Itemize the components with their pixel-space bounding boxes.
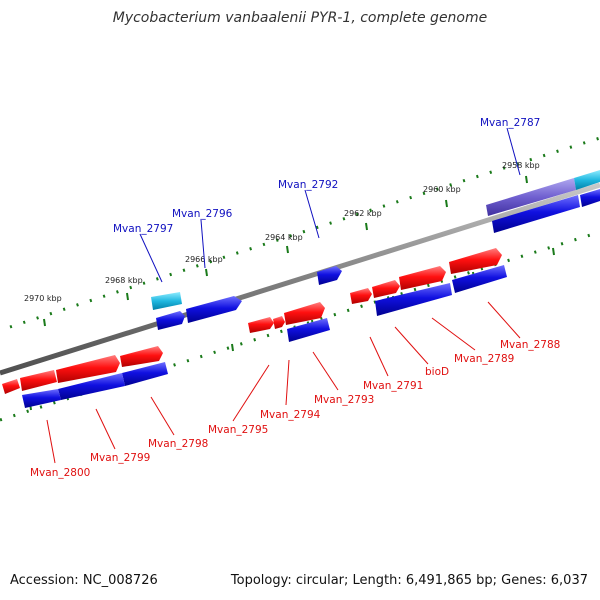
gene-feature-mvan-2796[interactable] xyxy=(186,296,242,323)
inner-features xyxy=(2,248,507,408)
gene-feature-mvan-2793[interactable] xyxy=(284,302,325,325)
gene-feature-mvan-2795[interactable] xyxy=(248,317,274,333)
scale-label: 2960 kbp xyxy=(423,185,461,194)
major-ticks xyxy=(29,175,555,411)
scale-label: 2964 kbp xyxy=(265,233,303,242)
gene-feature-mvan-2800[interactable] xyxy=(20,370,57,391)
gene-feature-partial[interactable] xyxy=(2,379,20,394)
bottom-leaders xyxy=(46,301,521,464)
map-title: Mycobacterium vanbaalenii PYR-1, complet… xyxy=(112,10,488,26)
gene-label-mvan-2787[interactable]: Mvan_2787 xyxy=(480,117,540,129)
gene-label-mvan-2799[interactable]: Mvan_2799 xyxy=(90,452,150,464)
gene-feature-reverse[interactable] xyxy=(492,195,580,233)
gene-feature-mvan-2791[interactable] xyxy=(350,288,372,304)
gene-label-mvan-2796[interactable]: Mvan_2796 xyxy=(172,208,233,220)
gene-feature-mvan-2800-rev[interactable] xyxy=(22,389,61,408)
gene-feature-reverse[interactable] xyxy=(580,189,600,207)
gene-feature-mvan-2788-rev[interactable] xyxy=(452,265,507,293)
accession-text: Accession: NC_008726 xyxy=(10,573,158,588)
gene-label-mvan-2798[interactable]: Mvan_2798 xyxy=(148,438,208,450)
gene-feature-mvan-2788[interactable] xyxy=(449,248,502,274)
gene-label-mvan-2792[interactable]: Mvan_2792 xyxy=(278,179,338,191)
gene-label-mvan-2800[interactable]: Mvan_2800 xyxy=(30,467,90,479)
top-leaders xyxy=(139,127,521,283)
gene-label-mvan-2793[interactable]: Mvan_2793 xyxy=(314,394,374,406)
genome-backbone xyxy=(0,182,600,376)
gene-feature-mvan-2794[interactable] xyxy=(273,316,285,329)
gene-feature-reverse[interactable] xyxy=(156,311,185,330)
gene-feature-mvan-2792[interactable] xyxy=(317,266,342,285)
gene-feature-mvan-2797-rna[interactable] xyxy=(151,292,182,310)
outer-features xyxy=(151,170,600,330)
scale-label: 2958 kbp xyxy=(502,161,540,170)
gene-feature-mvan-2799[interactable] xyxy=(56,355,120,383)
gene-label-mvan-2788[interactable]: Mvan_2788 xyxy=(500,339,560,351)
gene-feature-mvan-2799-rev[interactable] xyxy=(58,373,125,400)
topology-text: Topology: circular; Length: 6,491,865 bp… xyxy=(230,573,588,588)
gene-feature-biod[interactable] xyxy=(372,280,400,298)
scale-label: 2962 kbp xyxy=(344,209,382,218)
gene-label-mvan-2789[interactable]: Mvan_2789 xyxy=(454,353,514,365)
gene-label-mvan-2791[interactable]: Mvan_2791 xyxy=(363,380,423,392)
gene-label-mvan-2797[interactable]: Mvan_2797 xyxy=(113,223,173,235)
gene-feature-rna[interactable] xyxy=(574,170,600,190)
gene-feature-mvan-2789[interactable] xyxy=(399,266,446,290)
scale-label: 2968 kbp xyxy=(105,276,143,285)
gene-label-biod[interactable]: bioD xyxy=(425,366,449,378)
gene-label-mvan-2795[interactable]: Mvan_2795 xyxy=(208,424,268,436)
scale-label: 2970 kbp xyxy=(24,294,62,303)
gene-feature-mvan-2798-rev[interactable] xyxy=(122,362,168,386)
gene-feature-mvan-2798[interactable] xyxy=(120,346,163,367)
gene-feature-mvan-2793-rev[interactable] xyxy=(287,318,330,342)
gene-feature-reverse[interactable] xyxy=(375,283,452,316)
gene-label-mvan-2794[interactable]: Mvan_2794 xyxy=(260,409,321,421)
gene-feature-mvan-2787[interactable] xyxy=(486,178,576,216)
